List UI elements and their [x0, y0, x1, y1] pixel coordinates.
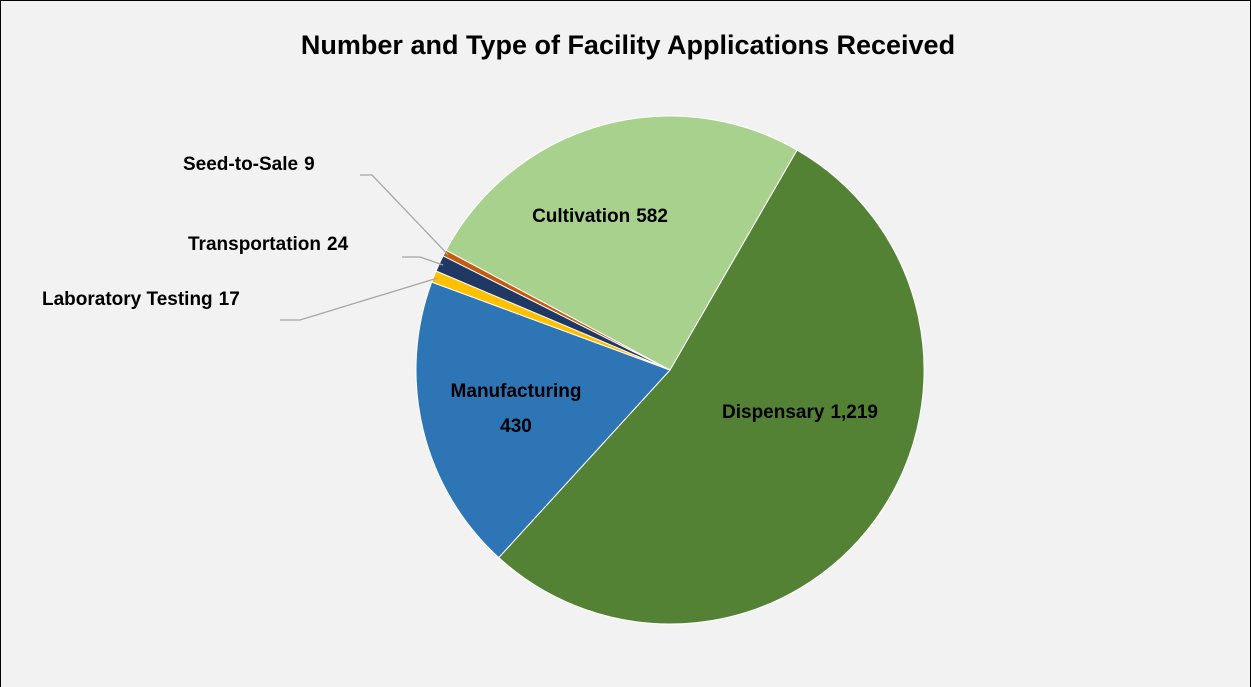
chart-title: Number and Type of Facility Applications…	[301, 30, 955, 60]
pie-slice	[415, 281, 671, 559]
value-label: 1,219	[830, 402, 878, 423]
value-label: 9	[304, 154, 315, 175]
value-label: 24	[327, 234, 349, 255]
category-label: Transportation	[188, 234, 321, 255]
data-label: Manufacturing	[451, 381, 582, 402]
data-label: Laboratory Testing 17	[42, 289, 240, 310]
data-label: Transportation 24	[188, 234, 349, 255]
data-label: 430	[500, 416, 532, 437]
pie-slice	[445, 115, 798, 371]
category-label: Laboratory Testing	[42, 289, 213, 310]
leader-line	[360, 174, 449, 256]
data-label: Cultivation 582	[532, 206, 668, 227]
category-label: Dispensary	[722, 402, 825, 423]
value-label: 582	[636, 206, 668, 227]
pie-slice	[498, 149, 925, 625]
data-label: Dispensary 1,219	[722, 402, 878, 423]
value-label: 17	[219, 289, 240, 310]
data-label: Seed-to-Sale 9	[183, 154, 315, 175]
leader-line	[280, 277, 438, 321]
category-label: Seed-to-Sale	[183, 154, 298, 175]
leader-line	[402, 256, 444, 266]
category-label: Cultivation	[532, 206, 630, 227]
